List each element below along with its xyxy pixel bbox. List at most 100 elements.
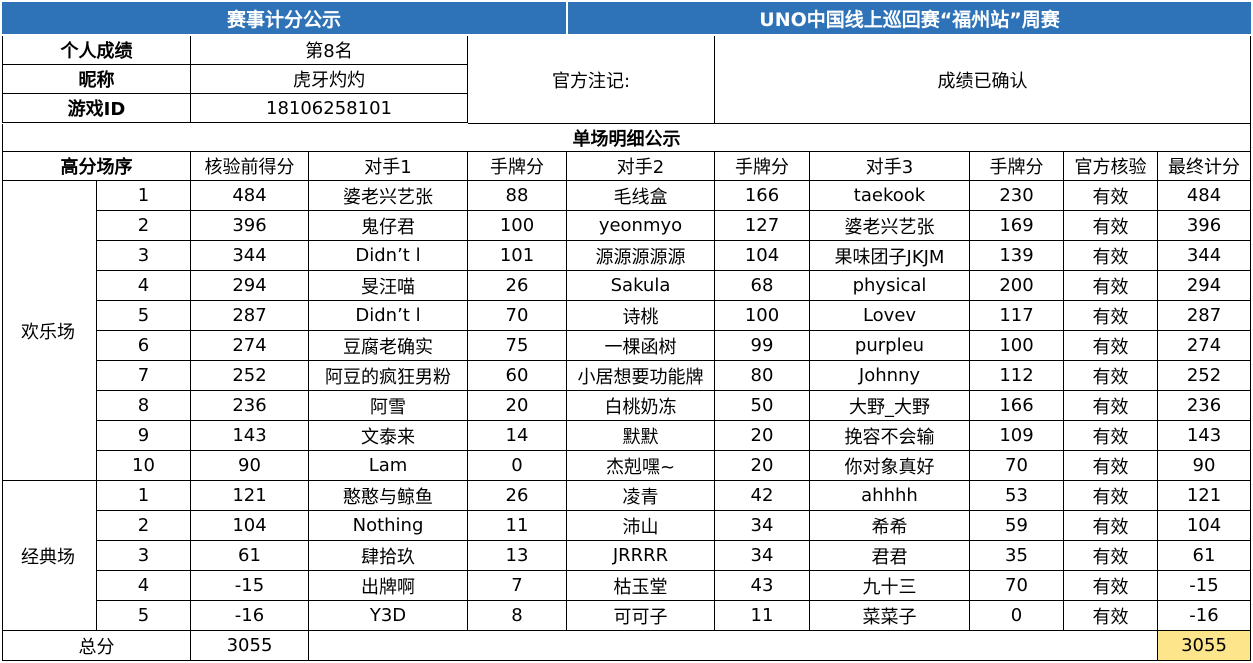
table-cell: 99 bbox=[715, 331, 810, 361]
table-cell: 80 bbox=[715, 361, 810, 391]
table-cell: ahhhh bbox=[810, 481, 970, 511]
table-cell: 1 bbox=[97, 481, 191, 511]
table-cell: 236 bbox=[1158, 391, 1251, 421]
table-cell: 61 bbox=[1158, 541, 1251, 571]
table-cell: 60 bbox=[468, 361, 567, 391]
table-cell: 肆拾玖 bbox=[309, 541, 468, 571]
table-cell: 14 bbox=[468, 421, 567, 451]
group-label: 欢乐场 bbox=[2, 181, 97, 481]
table-cell: -16 bbox=[1158, 601, 1251, 631]
table-cell: 11 bbox=[715, 601, 810, 631]
table-cell: Lovev bbox=[810, 301, 970, 331]
table-cell: 20 bbox=[715, 421, 810, 451]
table-cell: -15 bbox=[1158, 571, 1251, 601]
table-cell: 100 bbox=[970, 331, 1064, 361]
table-cell: Johnny bbox=[810, 361, 970, 391]
table-cell: 有效 bbox=[1064, 301, 1158, 331]
total-label: 总分 bbox=[2, 631, 191, 661]
table-cell: 396 bbox=[1158, 211, 1251, 241]
total-spacer bbox=[309, 631, 1158, 661]
table-cell: 121 bbox=[191, 481, 309, 511]
table-cell: 70 bbox=[970, 451, 1064, 481]
table-cell: 一棵函树 bbox=[567, 331, 715, 361]
table-cell: 2 bbox=[97, 211, 191, 241]
table-cell: 希希 bbox=[810, 511, 970, 541]
table-cell: 挽容不会输 bbox=[810, 421, 970, 451]
table-cell: 有效 bbox=[1064, 271, 1158, 301]
table-cell: 憨憨与鲸鱼 bbox=[309, 481, 468, 511]
table-cell: 4 bbox=[97, 271, 191, 301]
col-opp2: 对手2 bbox=[567, 152, 715, 181]
col-hand3: 手牌分 bbox=[970, 152, 1064, 181]
table-cell: 294 bbox=[1158, 271, 1251, 301]
table-cell: 252 bbox=[191, 361, 309, 391]
table-cell: 豆腐老确实 bbox=[309, 331, 468, 361]
table-cell: 大野_大野 bbox=[810, 391, 970, 421]
table-cell: 68 bbox=[715, 271, 810, 301]
table-cell: 有效 bbox=[1064, 541, 1158, 571]
table-cell: -15 bbox=[191, 571, 309, 601]
table-cell: taekook bbox=[810, 181, 970, 211]
table-cell: 90 bbox=[1158, 451, 1251, 481]
detail-title: 单场明细公示 bbox=[2, 124, 1251, 152]
table-cell: 出牌啊 bbox=[309, 571, 468, 601]
table-cell: 169 bbox=[970, 211, 1064, 241]
table-cell: 42 bbox=[715, 481, 810, 511]
table-cell: 10 bbox=[97, 451, 191, 481]
table-cell: 143 bbox=[191, 421, 309, 451]
table-cell: 3 bbox=[97, 541, 191, 571]
table-cell: 1 bbox=[97, 181, 191, 211]
table-cell: 有效 bbox=[1064, 331, 1158, 361]
table-cell: 287 bbox=[1158, 301, 1251, 331]
table-cell: 旻汪喵 bbox=[309, 271, 468, 301]
table-cell: 有效 bbox=[1064, 361, 1158, 391]
game-id-value: 18106258101 bbox=[191, 94, 468, 123]
table-cell: 236 bbox=[191, 391, 309, 421]
table-cell: 有效 bbox=[1064, 391, 1158, 421]
table-cell: 婆老兴艺张 bbox=[810, 211, 970, 241]
table-cell: 9 bbox=[97, 421, 191, 451]
table-cell: 104 bbox=[1158, 511, 1251, 541]
table-cell: 阿雪 bbox=[309, 391, 468, 421]
table-cell: 有效 bbox=[1064, 421, 1158, 451]
table-cell: 53 bbox=[970, 481, 1064, 511]
header-right-title: UNO中国线上巡回赛“福州站”周赛 bbox=[568, 2, 1251, 34]
table-cell: 阿豆的疯狂男粉 bbox=[309, 361, 468, 391]
table-cell: 104 bbox=[191, 511, 309, 541]
table-cell: 34 bbox=[715, 511, 810, 541]
col-final: 最终计分 bbox=[1158, 152, 1251, 181]
table-cell: 源源源源源 bbox=[567, 241, 715, 271]
table-cell: 34 bbox=[715, 541, 810, 571]
table-cell: 4 bbox=[97, 571, 191, 601]
col-opp1: 对手1 bbox=[309, 152, 468, 181]
table-cell: 小居想要功能牌 bbox=[567, 361, 715, 391]
table-cell: 你对象真好 bbox=[810, 451, 970, 481]
table-cell: 88 bbox=[468, 181, 567, 211]
table-cell: 61 bbox=[191, 541, 309, 571]
table-cell: 毛线盒 bbox=[567, 181, 715, 211]
game-id-label: 游戏ID bbox=[2, 94, 191, 123]
table-cell: 3 bbox=[97, 241, 191, 271]
table-cell: 117 bbox=[970, 301, 1064, 331]
table-cell: 20 bbox=[468, 391, 567, 421]
table-cell: 有效 bbox=[1064, 451, 1158, 481]
table-cell: 90 bbox=[191, 451, 309, 481]
rank-value: 第8名 bbox=[191, 36, 468, 65]
group-label: 经典场 bbox=[2, 481, 97, 631]
table-cell: 104 bbox=[715, 241, 810, 271]
table-cell: 可可子 bbox=[567, 601, 715, 631]
table-cell: 白桃奶冻 bbox=[567, 391, 715, 421]
table-cell: 0 bbox=[970, 601, 1064, 631]
col-opp3: 对手3 bbox=[810, 152, 970, 181]
table-cell: 484 bbox=[1158, 181, 1251, 211]
table-cell: Lam bbox=[309, 451, 468, 481]
table-cell: 112 bbox=[970, 361, 1064, 391]
table-cell: 101 bbox=[468, 241, 567, 271]
table-cell: 230 bbox=[970, 181, 1064, 211]
table-cell: 杰剋嘿~ bbox=[567, 451, 715, 481]
table-cell: 文泰来 bbox=[309, 421, 468, 451]
table-cell: physical bbox=[810, 271, 970, 301]
table-cell: yeonmyo bbox=[567, 211, 715, 241]
table-cell: 20 bbox=[715, 451, 810, 481]
table-cell: 7 bbox=[468, 571, 567, 601]
